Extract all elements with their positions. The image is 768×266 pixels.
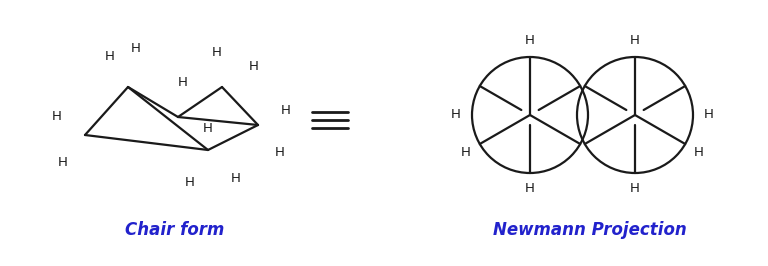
Text: H: H [178, 76, 188, 89]
Text: H: H [212, 45, 222, 59]
Text: Newmann Projection: Newmann Projection [493, 221, 687, 239]
Text: H: H [275, 147, 285, 160]
Text: H: H [630, 35, 640, 48]
Text: H: H [231, 172, 241, 185]
Text: H: H [525, 35, 535, 48]
Text: H: H [131, 43, 141, 56]
Text: Chair form: Chair form [125, 221, 225, 239]
Text: H: H [704, 109, 714, 122]
Text: H: H [203, 123, 213, 135]
Text: H: H [630, 182, 640, 196]
Text: H: H [451, 109, 461, 122]
Text: H: H [525, 182, 535, 196]
Text: H: H [105, 51, 115, 64]
Text: H: H [185, 176, 195, 189]
Text: H: H [694, 146, 704, 159]
Text: H: H [281, 103, 291, 117]
Text: H: H [58, 156, 68, 169]
Text: H: H [249, 60, 259, 73]
Text: H: H [461, 146, 471, 159]
Text: H: H [52, 110, 62, 123]
